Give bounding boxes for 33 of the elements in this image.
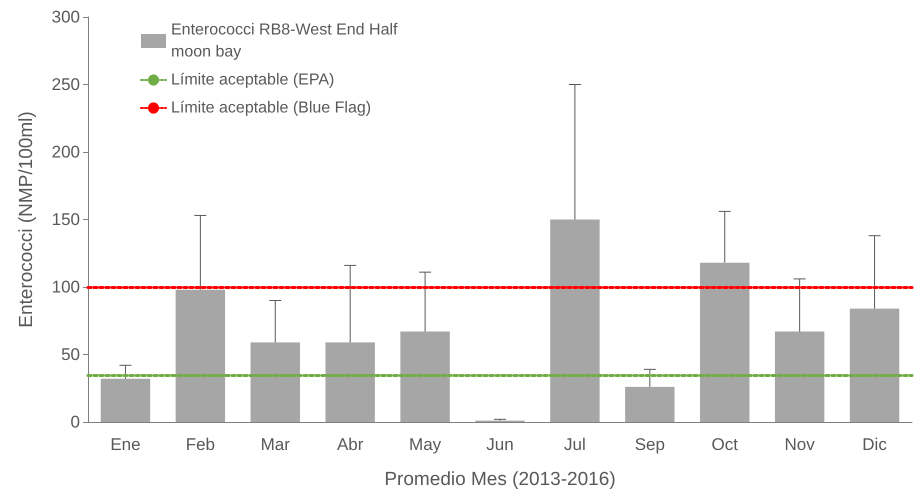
x-tick-label: Jun — [486, 435, 514, 454]
legend-label: Límite aceptable (Blue Flag) — [171, 100, 372, 116]
bar — [700, 262, 750, 422]
bar — [176, 290, 226, 422]
y-tick-label: 250 — [52, 75, 80, 94]
x-tick-label: May — [409, 435, 442, 454]
y-tick-label: 0 — [70, 412, 80, 432]
x-tick-label: Feb — [186, 435, 216, 454]
y-tick-label: 150 — [52, 210, 80, 229]
x-tick-label: Dic — [862, 435, 888, 454]
x-tick-label: Mar — [260, 435, 290, 454]
y-tick-label: 50 — [61, 345, 80, 364]
x-axis-title: Promedio Mes (2013-2016) — [384, 469, 616, 490]
x-tick-label: Nov — [784, 435, 816, 454]
bar — [625, 386, 675, 422]
bar — [100, 378, 150, 422]
bar — [400, 332, 450, 422]
bar — [250, 342, 300, 422]
y-axis-title: Enterococci (NMP/100ml) — [16, 111, 37, 328]
x-tick-label: Oct — [712, 435, 738, 454]
y-tick-label: 200 — [52, 142, 80, 162]
x-tick-label: Jul — [564, 435, 586, 454]
legend-label: Límite aceptable (EPA) — [171, 72, 334, 88]
y-tick-label: 100 — [52, 278, 80, 296]
x-tick-label: Abr — [336, 435, 364, 454]
x-tick-label: Ene — [110, 435, 141, 454]
x-tick-label: Sep — [634, 435, 665, 454]
bar — [850, 308, 900, 422]
y-tick-label: 300 — [52, 8, 80, 26]
bar — [550, 220, 600, 422]
legend-label: Enterococci RB8-West End Half moon bay — [171, 22, 402, 60]
bar — [325, 342, 375, 422]
bar — [774, 332, 824, 422]
